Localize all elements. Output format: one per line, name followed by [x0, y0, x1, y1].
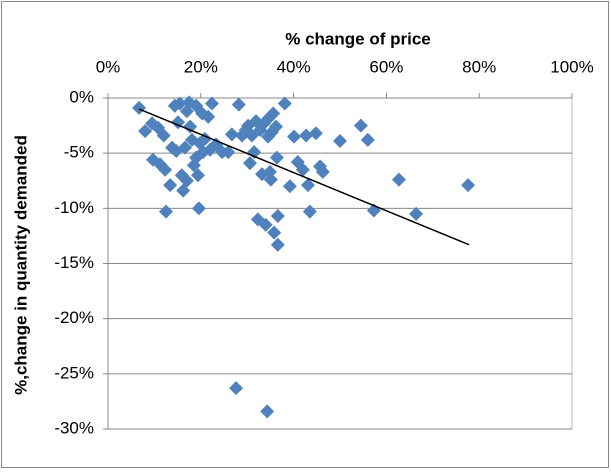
marker: [204, 96, 219, 111]
marker: [277, 96, 292, 111]
marker: [178, 140, 193, 155]
marker: [461, 178, 476, 193]
marker: [300, 178, 315, 193]
marker: [229, 381, 244, 396]
y-axis-title: %,change in quantity demanded: [11, 135, 30, 395]
y-tick-label: -10%: [54, 198, 94, 217]
chart-border: [1, 1, 609, 468]
marker: [266, 106, 281, 121]
marker: [201, 109, 216, 124]
y-tick-label: 0%: [69, 87, 94, 106]
marker: [267, 225, 282, 240]
marker: [308, 126, 323, 141]
marker: [299, 128, 314, 143]
y-tick-label: -20%: [54, 308, 94, 327]
marker: [295, 162, 310, 177]
trendline: [138, 108, 470, 246]
marker: [224, 127, 239, 142]
marker: [242, 156, 257, 171]
marker: [263, 172, 278, 187]
marker: [353, 118, 368, 133]
marker: [158, 162, 173, 177]
y-tick-label: -15%: [54, 253, 94, 272]
marker: [159, 204, 173, 219]
marker: [287, 129, 302, 144]
marker: [163, 178, 178, 193]
marker: [260, 404, 275, 419]
marker: [333, 134, 347, 149]
x-tick-label: 80%: [462, 57, 496, 76]
y-tick-label: -5%: [64, 143, 94, 162]
x-tick-label: 100%: [550, 57, 593, 76]
marker: [138, 124, 153, 139]
marker: [231, 97, 246, 112]
marker: [132, 100, 147, 115]
marker: [409, 206, 424, 221]
marker: [360, 132, 375, 147]
x-tick-label: 20%: [184, 57, 218, 76]
marker: [183, 119, 198, 134]
marker: [268, 119, 283, 134]
marker: [253, 122, 268, 137]
y-tick-label: -25%: [54, 363, 94, 382]
marker: [269, 150, 284, 165]
marker: [258, 217, 273, 232]
marker: [172, 96, 187, 111]
x-axis-title: % change of price: [285, 29, 430, 48]
marker: [302, 204, 317, 219]
marker: [282, 179, 297, 194]
marker: [270, 209, 285, 224]
marker: [270, 237, 285, 252]
marker: [391, 172, 406, 187]
marker: [191, 168, 206, 183]
marker: [191, 201, 206, 216]
marker: [179, 173, 194, 188]
y-tick-label: -30%: [54, 418, 94, 437]
marker: [221, 145, 236, 160]
marker: [156, 128, 171, 143]
marker: [315, 164, 330, 179]
x-tick-label: 0%: [96, 57, 121, 76]
x-tick-label: 40%: [277, 57, 311, 76]
x-tick-label: 60%: [369, 57, 403, 76]
